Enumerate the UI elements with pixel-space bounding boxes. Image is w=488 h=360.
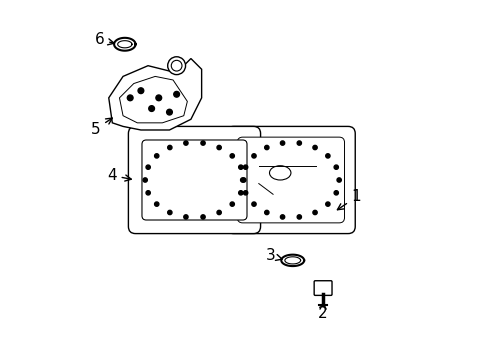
Circle shape [243, 191, 247, 195]
Circle shape [297, 141, 301, 145]
Text: 2: 2 [318, 302, 327, 320]
Polygon shape [233, 134, 347, 226]
Circle shape [241, 178, 245, 182]
Circle shape [166, 109, 172, 115]
Circle shape [146, 165, 150, 169]
Circle shape [238, 191, 243, 195]
Circle shape [251, 154, 256, 158]
Text: 4: 4 [107, 168, 131, 183]
Circle shape [280, 141, 284, 145]
Circle shape [167, 210, 172, 215]
FancyBboxPatch shape [142, 140, 246, 220]
FancyBboxPatch shape [237, 137, 344, 223]
Circle shape [154, 154, 159, 158]
Circle shape [201, 141, 205, 145]
Circle shape [156, 95, 162, 101]
Circle shape [243, 165, 247, 169]
Circle shape [336, 178, 341, 182]
Circle shape [146, 191, 150, 195]
FancyBboxPatch shape [128, 126, 260, 234]
Circle shape [230, 202, 234, 206]
Circle shape [148, 106, 154, 111]
Circle shape [183, 141, 188, 145]
Polygon shape [108, 59, 201, 130]
FancyBboxPatch shape [313, 281, 331, 296]
Text: 3: 3 [265, 248, 282, 264]
Circle shape [201, 215, 205, 219]
Circle shape [217, 145, 221, 150]
Circle shape [167, 57, 185, 75]
Circle shape [238, 165, 243, 169]
Circle shape [154, 202, 159, 206]
Circle shape [325, 202, 329, 206]
Circle shape [264, 210, 268, 215]
Circle shape [173, 91, 179, 97]
Circle shape [183, 215, 188, 219]
Circle shape [297, 215, 301, 219]
Polygon shape [119, 76, 187, 123]
Circle shape [333, 165, 338, 169]
Text: 6: 6 [94, 32, 114, 47]
Circle shape [127, 95, 133, 101]
Circle shape [143, 178, 147, 182]
Circle shape [167, 145, 172, 150]
Text: 5: 5 [91, 118, 112, 136]
Circle shape [251, 202, 256, 206]
Circle shape [312, 145, 317, 150]
Circle shape [138, 88, 143, 94]
Circle shape [217, 210, 221, 215]
Circle shape [230, 154, 234, 158]
Text: 1: 1 [337, 189, 361, 210]
FancyBboxPatch shape [226, 126, 354, 234]
Circle shape [280, 215, 284, 219]
Circle shape [325, 154, 329, 158]
Circle shape [333, 191, 338, 195]
Circle shape [312, 210, 317, 215]
Circle shape [264, 145, 268, 150]
Circle shape [240, 178, 244, 182]
